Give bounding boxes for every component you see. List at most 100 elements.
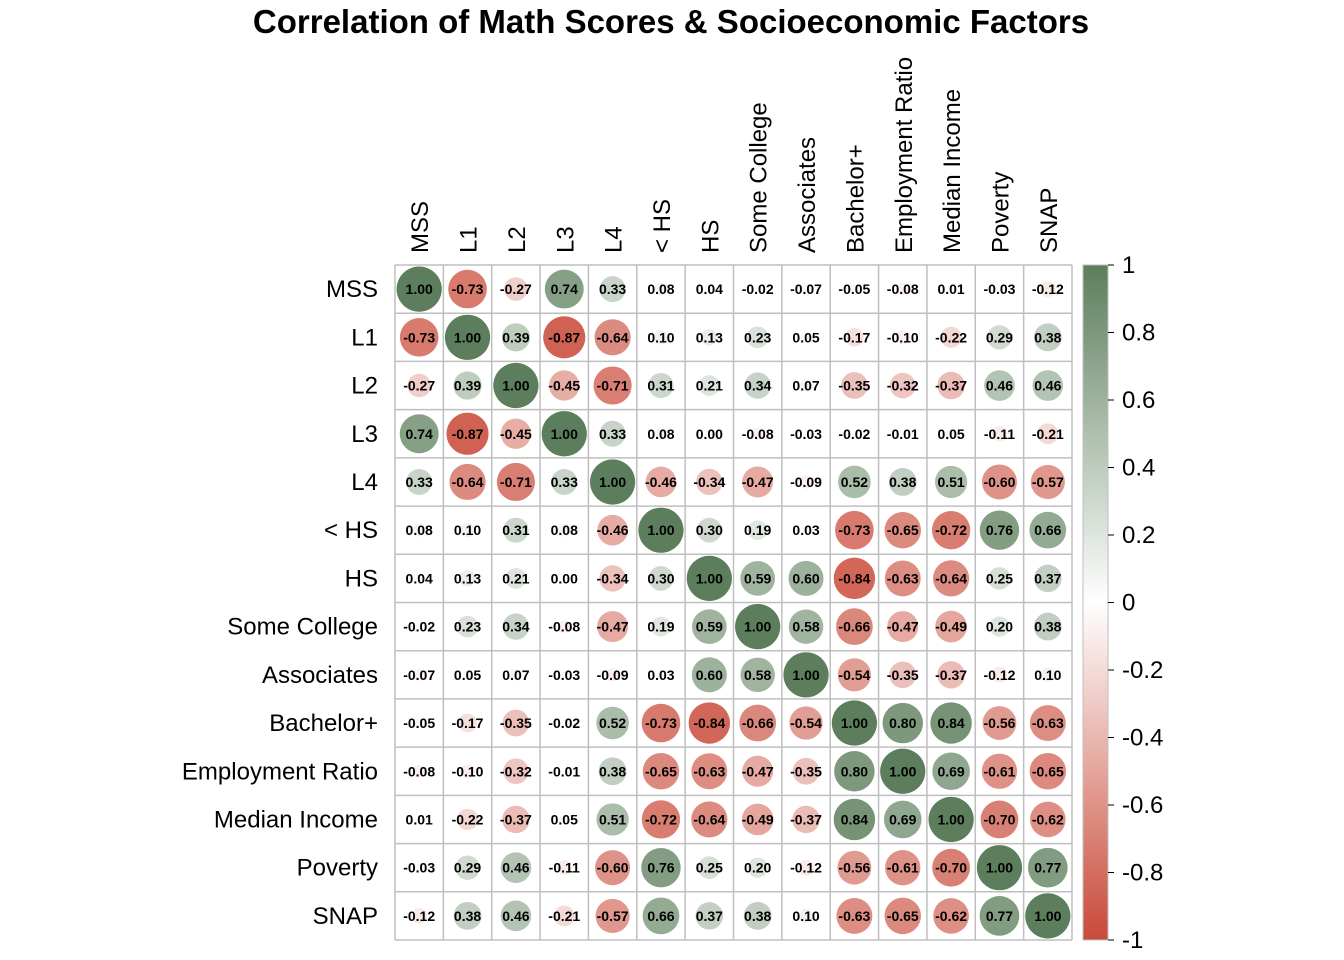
correlation-circle <box>549 370 580 401</box>
row-label: SNAP <box>313 903 378 930</box>
correlation-value: -0.07 <box>403 667 435 683</box>
correlation-circle <box>648 372 674 399</box>
correlation-value: 1.00 <box>502 378 529 394</box>
correlation-circle <box>704 284 714 294</box>
correlation-circle <box>932 752 970 791</box>
correlation-circle <box>455 855 480 880</box>
correlation-circle <box>595 850 631 886</box>
correlation-value: 0.08 <box>647 426 674 442</box>
row-label: L2 <box>351 373 378 400</box>
correlation-value: 0.29 <box>454 860 481 876</box>
correlation-circle <box>561 768 567 774</box>
correlation-value: 0.31 <box>502 522 529 538</box>
correlation-value: 0.01 <box>406 811 433 827</box>
correlation-circle <box>1027 847 1068 888</box>
correlation-value: -0.63 <box>1032 715 1064 731</box>
correlation-circle <box>596 706 629 740</box>
correlation-circle <box>834 751 875 792</box>
correlation-circle <box>837 658 872 692</box>
correlation-value: 0.69 <box>889 811 916 827</box>
correlation-circle <box>1030 464 1065 500</box>
correlation-value: -0.10 <box>887 329 919 345</box>
correlation-value: -0.12 <box>790 860 822 876</box>
colorbar-tick-label: -1 <box>1122 927 1143 954</box>
correlation-circle <box>414 573 424 583</box>
correlation-value: -0.37 <box>935 667 967 683</box>
correlation-value: -0.09 <box>597 667 629 683</box>
correlation-value: -0.70 <box>935 860 967 876</box>
correlation-circle <box>642 753 680 790</box>
correlation-circle <box>991 666 1008 683</box>
correlation-value: 0.52 <box>599 715 626 731</box>
correlation-value: 0.77 <box>986 908 1013 924</box>
correlation-circle <box>412 523 426 537</box>
column-label: Employment Ratio <box>891 57 918 253</box>
correlation-circle <box>561 719 568 727</box>
correlation-circle <box>900 431 906 437</box>
correlation-value: -0.08 <box>403 763 435 779</box>
correlation-value: 0.34 <box>744 378 771 394</box>
correlation-value: -0.47 <box>597 619 629 635</box>
correlation-circle <box>448 269 487 309</box>
correlation-circle <box>735 604 781 650</box>
correlation-value: -0.09 <box>790 474 822 490</box>
colorbar-tick-label: 0 <box>1122 590 1135 617</box>
correlation-circle <box>642 897 680 935</box>
correlation-value: 0.30 <box>647 570 674 586</box>
correlation-circle <box>800 379 813 392</box>
row-label: Poverty <box>297 855 378 882</box>
correlation-value: -0.03 <box>403 860 435 876</box>
correlation-circle <box>556 860 572 876</box>
correlation-circle <box>849 284 860 295</box>
correlation-circle <box>802 429 810 438</box>
correlation-value: -0.56 <box>838 860 870 876</box>
correlation-value: 0.08 <box>406 522 433 538</box>
correlation-circle <box>654 427 668 441</box>
colorbar-tick-label: 0.4 <box>1122 455 1155 482</box>
correlation-circle <box>553 905 575 927</box>
correlation-value: 0.03 <box>647 667 674 683</box>
correlation-circle <box>645 466 677 498</box>
correlation-value: 0.69 <box>937 763 964 779</box>
correlation-value: 0.38 <box>744 908 771 924</box>
correlation-circle <box>595 898 630 933</box>
row-label: L4 <box>351 469 378 496</box>
correlation-circle <box>851 430 858 437</box>
correlation-circle <box>937 661 965 689</box>
correlation-value: 0.84 <box>937 715 964 731</box>
correlation-circle <box>928 796 974 843</box>
correlation-value: -0.46 <box>597 522 629 538</box>
correlation-circle <box>696 517 722 543</box>
correlation-value: -0.34 <box>597 570 629 586</box>
correlation-value: 0.66 <box>1034 522 1061 538</box>
correlation-circle <box>1039 281 1056 297</box>
correlation-circle <box>641 800 681 839</box>
correlation-circle <box>456 808 479 831</box>
correlation-value: -0.34 <box>693 474 725 490</box>
correlation-circle <box>932 848 971 887</box>
row-label: < HS <box>324 517 378 544</box>
correlation-circle <box>836 608 873 645</box>
correlation-circle <box>399 318 439 357</box>
correlation-value: 1.00 <box>647 522 674 538</box>
correlation-value: 0.00 <box>696 426 723 442</box>
correlation-value: 0.74 <box>406 426 433 442</box>
correlation-circle <box>743 901 772 930</box>
correlation-value: -0.37 <box>790 811 822 827</box>
correlation-value: 0.10 <box>792 908 819 924</box>
correlation-circle <box>698 375 720 396</box>
correlation-value: 0.60 <box>696 667 723 683</box>
correlation-value: 0.46 <box>502 908 529 924</box>
correlation-circle <box>788 560 824 596</box>
correlation-circle <box>931 510 971 550</box>
correlation-circle <box>691 753 728 790</box>
correlation-circle <box>560 670 569 679</box>
column-label: SNAP <box>1036 188 1063 253</box>
correlation-value: 0.20 <box>744 860 771 876</box>
colorbar-tick-label: 0.2 <box>1122 522 1155 549</box>
correlation-value: 0.34 <box>502 619 529 635</box>
correlation-circle <box>980 800 1019 839</box>
correlation-value: -0.02 <box>742 281 774 297</box>
correlation-value: 0.29 <box>986 329 1013 345</box>
